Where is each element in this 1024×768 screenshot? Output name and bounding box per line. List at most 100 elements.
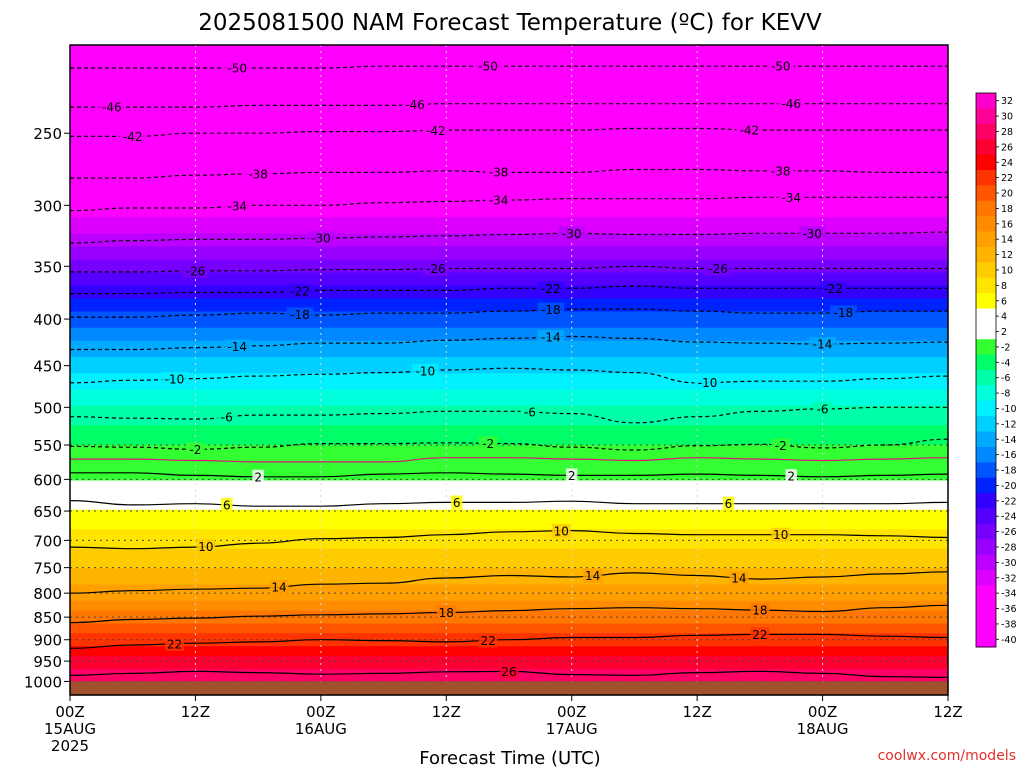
contour-label-text: -46 xyxy=(781,97,801,111)
contour-label: -6 xyxy=(217,410,237,425)
time-tick-label: 16AUG xyxy=(295,720,347,738)
colorbar-swatch xyxy=(976,154,996,171)
contour-label: 10 xyxy=(196,539,216,554)
contour-14 xyxy=(69,571,949,594)
temperature-band xyxy=(70,441,948,446)
pressure-tick-label: 450 xyxy=(33,358,62,376)
contour-label-text: -46 xyxy=(405,98,425,112)
contour-label: 10 xyxy=(551,523,571,538)
temperature-band xyxy=(70,305,948,309)
colorbar-swatch xyxy=(976,600,996,617)
contour-minus-26 xyxy=(69,265,948,273)
temperature-band xyxy=(70,370,948,374)
contour-label-text: 2 xyxy=(254,470,262,484)
contour-label-bg xyxy=(729,570,749,585)
colorbar-swatch xyxy=(976,493,996,509)
contour-label-bg xyxy=(401,97,429,112)
contour-label: -10 xyxy=(161,372,188,387)
colorbar: 32 30 28 26 24 22 20 18 16 14 12 10 8 6 4 2 -2 -4 -6 -8 -10 -… xyxy=(975,92,1017,648)
x-axis-title: Forecast Time (UTC) xyxy=(419,748,600,768)
contour-label-text: -10 xyxy=(698,376,718,390)
temperature-band xyxy=(70,136,948,140)
temperature-band xyxy=(70,470,948,475)
temperature-band xyxy=(70,539,948,543)
temperature-band xyxy=(70,399,948,404)
contour-label-text: -22 xyxy=(290,285,310,299)
colorbar-swatch xyxy=(976,139,996,156)
contour-label: -6 xyxy=(520,405,540,420)
colorbar-tick-label: -36 xyxy=(1001,604,1017,615)
colorbar-tick-label: -12 xyxy=(1001,419,1017,430)
temperature-band xyxy=(70,71,948,75)
temperature-band xyxy=(70,379,948,384)
contour-label-text: 18 xyxy=(439,606,454,620)
temperature-band xyxy=(70,54,948,59)
colorbar-tick-label: 10 xyxy=(1001,265,1013,276)
temperature-band xyxy=(70,678,948,683)
contour-label: 26 xyxy=(499,664,519,679)
contour-label-text: -2 xyxy=(482,437,494,451)
contour-label-text: -34 xyxy=(489,194,509,208)
colorbar-tick-label: -40 xyxy=(1001,635,1017,646)
temperature-band xyxy=(70,383,948,387)
contour-label-bg xyxy=(485,193,512,208)
colorbar-swatch xyxy=(976,370,996,386)
colorbar-tick-label: -26 xyxy=(1001,527,1017,538)
contour-2 xyxy=(69,472,949,478)
temperature-band xyxy=(70,87,948,92)
temperature-band xyxy=(70,285,948,290)
temperature-band xyxy=(70,207,948,212)
contour-label: 22 xyxy=(165,636,185,651)
contour-label-bg xyxy=(286,284,314,299)
contour-label: 6 xyxy=(450,495,463,510)
contour-label-bg xyxy=(244,166,272,181)
pressure-tick-label: 700 xyxy=(33,532,62,550)
contour-label-bg xyxy=(422,123,450,138)
temperature-band xyxy=(70,535,948,540)
temperature-band xyxy=(70,188,948,192)
contour-label-bg xyxy=(436,605,456,620)
contour-label-text: 26 xyxy=(501,665,516,679)
contour-label-text: 14 xyxy=(271,580,286,594)
contour-label-bg xyxy=(161,372,188,387)
contour-label: -26 xyxy=(704,261,732,276)
temperature-band xyxy=(70,565,948,569)
contour-label: -18 xyxy=(537,302,565,317)
temperature-band xyxy=(70,301,948,306)
contour-label-bg xyxy=(819,281,847,296)
colorbar-tick-label: 2 xyxy=(1001,327,1007,338)
temperature-band xyxy=(70,555,948,560)
temperature-band xyxy=(70,366,948,371)
contour-minus-22 xyxy=(69,285,948,295)
contour-label-bg xyxy=(269,579,289,594)
pressure-tick-label: 750 xyxy=(33,560,62,578)
colorbar-swatch xyxy=(976,446,996,463)
colorbar-swatch xyxy=(976,400,996,417)
temperature-band xyxy=(70,45,948,49)
colorbar-swatch xyxy=(976,185,996,202)
time-tick-label: 15AUG xyxy=(44,720,96,738)
temperature-band xyxy=(70,223,948,228)
contour-label: 2 xyxy=(565,468,578,483)
temperature-band xyxy=(70,448,948,452)
temperature-band xyxy=(70,347,948,352)
temperature-band xyxy=(70,113,948,118)
temperature-band xyxy=(70,604,948,608)
contour-label-bg xyxy=(771,438,791,453)
temperature-band xyxy=(70,474,948,478)
temperature-band xyxy=(70,418,948,423)
colorbar-frame xyxy=(975,92,997,648)
temperature-band xyxy=(70,184,948,189)
time-tick-label: 17AUG xyxy=(546,720,598,738)
temperature-band xyxy=(70,360,948,365)
colorbar-tick-label: -20 xyxy=(1001,481,1017,492)
contour-label-bg xyxy=(221,497,233,512)
contour-label-text: 14 xyxy=(731,571,746,585)
contour-label-bg xyxy=(750,603,770,618)
colorbar-tick-label: 22 xyxy=(1001,173,1013,184)
colorbar-swatch xyxy=(976,308,996,325)
contour-6 xyxy=(69,500,949,507)
temperature-band xyxy=(70,532,948,537)
time-tick-label: 00Z xyxy=(557,703,586,721)
temperature-band xyxy=(70,402,948,407)
